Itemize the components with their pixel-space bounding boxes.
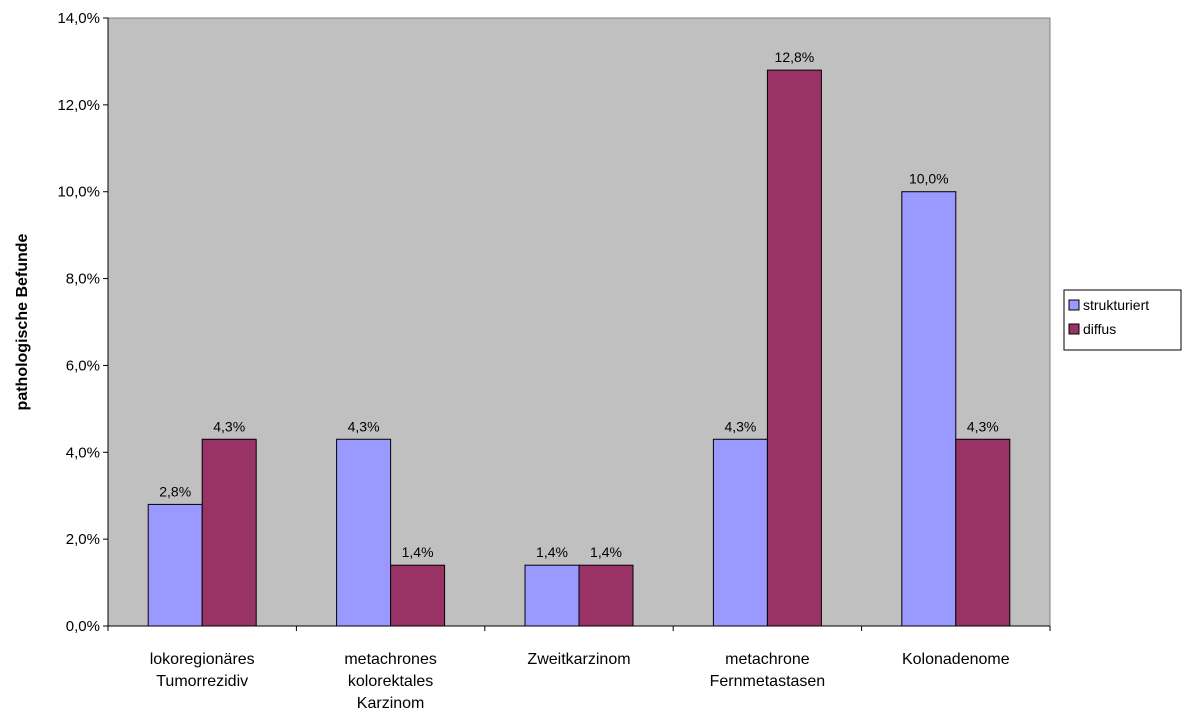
bar-strukturiert-0 [147, 503, 203, 627]
legend: strukturiert diffus [1063, 289, 1182, 351]
data-label-diffus-0: 4,3% [213, 418, 245, 434]
bar-strukturiert-3 [712, 438, 768, 627]
plot-area [107, 17, 1051, 627]
bar-diffus-4 [955, 438, 1011, 627]
category-label-2: Zweitkarzinom [527, 651, 630, 668]
bar-diffus-2 [578, 564, 634, 627]
category-label-0: lokoregionäres Tumorrezidiv [150, 651, 255, 690]
y-tick-label: 6,0% [66, 357, 100, 374]
bar-diffus-3 [766, 69, 822, 627]
data-label-diffus-2: 1,4% [590, 544, 622, 560]
legend-label-diffus: diffus [1083, 321, 1116, 337]
data-label-strukturiert-3: 4,3% [724, 418, 756, 434]
legend-label-strukturiert: strukturiert [1083, 297, 1149, 313]
bar-strukturiert-2 [524, 564, 580, 627]
bar-strukturiert-1 [336, 438, 392, 627]
y-axis-title: pathologische Befunde [14, 233, 31, 410]
bar-strukturiert-4 [901, 191, 957, 627]
data-label-diffus-3: 12,8% [775, 49, 815, 65]
data-label-diffus-4: 4,3% [967, 418, 999, 434]
legend-box [1063, 289, 1182, 351]
data-label-strukturiert-0: 2,8% [159, 483, 191, 499]
y-tick-label: 12,0% [57, 97, 100, 114]
legend-swatch-diffus [1068, 323, 1080, 335]
y-tick-label: 2,0% [66, 531, 100, 548]
y-tick-label: 14,0% [57, 10, 100, 27]
data-label-strukturiert-2: 1,4% [536, 544, 568, 560]
y-tick-label: 0,0% [66, 618, 100, 635]
data-label-strukturiert-4: 10,0% [909, 171, 949, 187]
y-tick-label: 10,0% [57, 184, 100, 201]
category-label-3: metachrone Fernmetastasen [710, 651, 826, 690]
y-tick-label: 4,0% [66, 444, 100, 461]
legend-swatch-strukturiert [1068, 299, 1080, 311]
data-label-diffus-1: 1,4% [402, 544, 434, 560]
bar-diffus-0 [201, 438, 257, 627]
category-label-4: Kolonadenome [902, 651, 1010, 668]
data-label-strukturiert-1: 4,3% [348, 418, 380, 434]
category-label-1: metachrones kolorektales Karzinom [344, 651, 437, 712]
bar-diffus-1 [390, 564, 446, 627]
y-tick-label: 8,0% [66, 271, 100, 288]
